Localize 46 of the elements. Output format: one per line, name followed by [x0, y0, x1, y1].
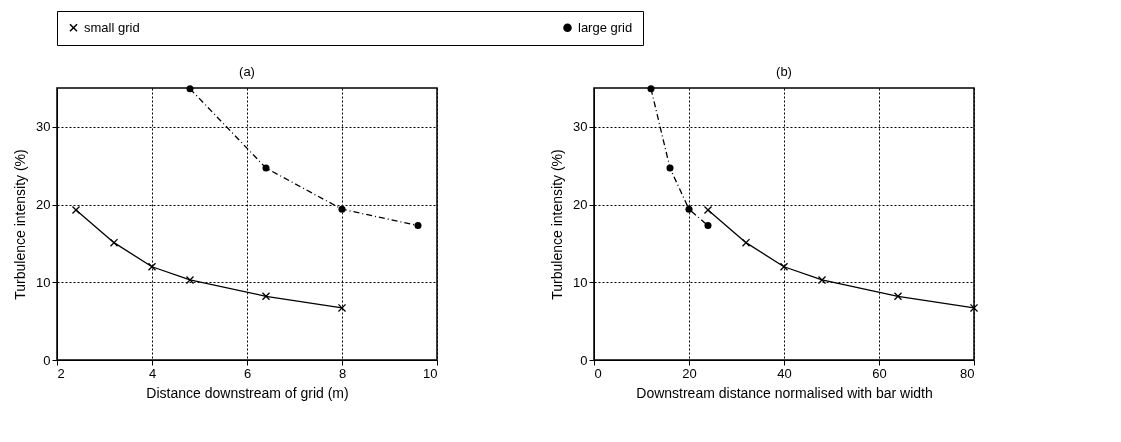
x-tick-label: 20	[682, 365, 697, 381]
y-tick-label: 10	[573, 274, 588, 290]
point	[969, 303, 979, 313]
y-tick-label: 20	[573, 197, 588, 213]
x-tick-label: 10	[423, 365, 438, 381]
point	[666, 164, 674, 172]
point	[262, 164, 270, 172]
x-tick-label: 40	[777, 365, 792, 381]
y-tick-label: 10	[36, 274, 51, 290]
chart-title: (b)	[776, 64, 792, 80]
x-axis-title: Distance downstream of grid (m)	[146, 384, 349, 401]
chart-title: (a)	[239, 64, 255, 80]
point	[703, 205, 713, 215]
x-tick-label: 60	[872, 365, 887, 381]
y-tick-label: 0	[43, 352, 51, 368]
point	[109, 238, 119, 247]
point	[893, 292, 903, 301]
point	[261, 292, 271, 301]
x-tick-label: 6	[243, 365, 252, 381]
point	[147, 262, 157, 271]
x-tick-label: 4	[148, 365, 157, 381]
y-tick-label: 0	[580, 352, 588, 368]
point	[337, 303, 347, 313]
y-tick-label: 30	[36, 119, 51, 135]
y-axis-title: Turbulence intensity (%)	[12, 149, 29, 300]
point	[685, 205, 693, 213]
y-axis-title: Turbulence intensity (%)	[549, 149, 566, 300]
x-tick-label: 0	[594, 365, 602, 381]
point	[186, 85, 194, 93]
legend-label: large grid	[578, 19, 633, 35]
point	[647, 85, 655, 93]
x-tick-label: 2	[57, 365, 65, 381]
point	[704, 222, 712, 230]
point	[779, 262, 789, 271]
point	[71, 205, 81, 215]
point	[414, 222, 422, 230]
point	[338, 205, 346, 213]
y-tick-label: 30	[573, 119, 588, 135]
x-tick-label: 8	[338, 365, 347, 381]
x-tick-label: 80	[960, 365, 975, 381]
x-axis-title: Downstream distance normalised with bar width	[636, 384, 933, 401]
legend-label: small grid	[84, 19, 140, 35]
y-tick-label: 20	[36, 197, 51, 213]
point	[741, 238, 751, 247]
point	[817, 275, 827, 285]
point	[185, 275, 195, 285]
